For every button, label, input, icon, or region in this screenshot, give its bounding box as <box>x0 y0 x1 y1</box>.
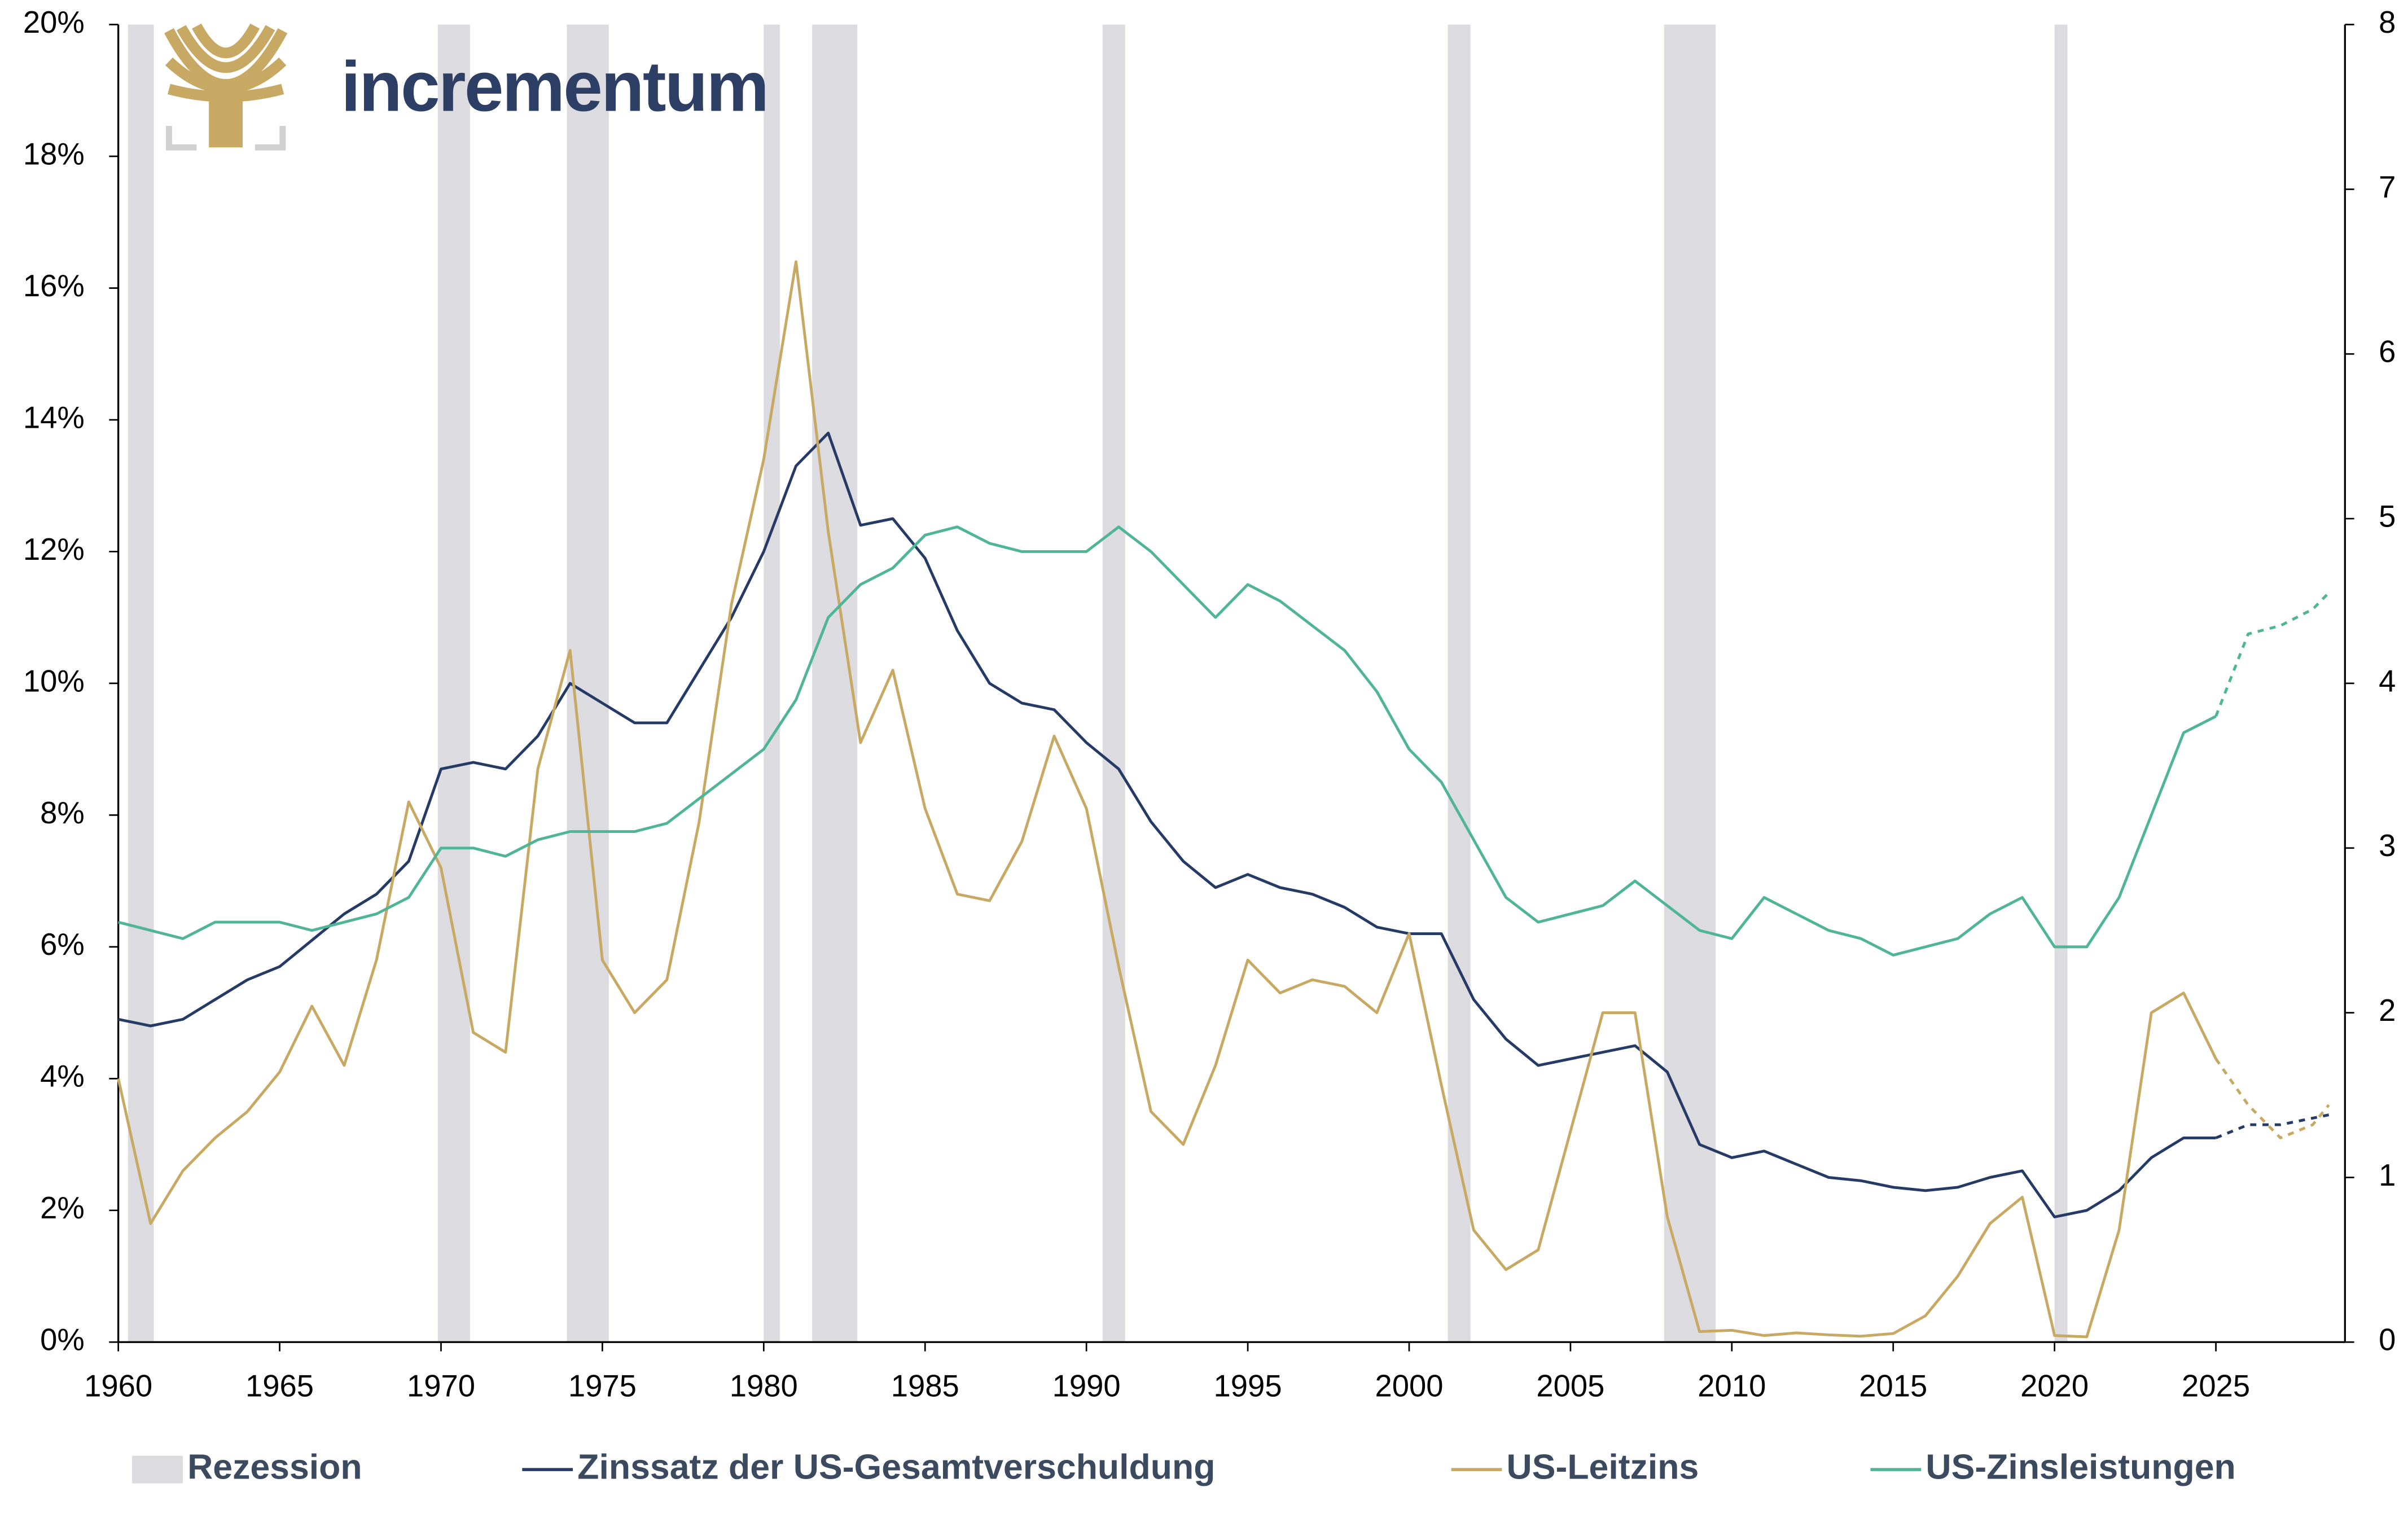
logo-frame <box>165 126 286 151</box>
x-tick-label: 1995 <box>1214 1368 1282 1403</box>
x-tick-label: 1960 <box>84 1368 152 1403</box>
y2-tick-label: 7 <box>2379 170 2396 204</box>
logo-text: incrementum <box>341 47 767 126</box>
x-tick-label: 1970 <box>407 1368 475 1403</box>
y2-tick-label: 5 <box>2379 499 2396 533</box>
y2-tick-label: 6 <box>2379 335 2396 369</box>
x-tick-label: 2000 <box>1375 1368 1443 1403</box>
x-tick-label: 1975 <box>568 1368 637 1403</box>
y-tick-label: 14% <box>23 400 85 435</box>
logo: incrementum <box>164 23 769 151</box>
x-tick-label: 2005 <box>1536 1368 1604 1403</box>
recession-band <box>128 24 154 1343</box>
y2-tick-label: 2 <box>2379 993 2396 1028</box>
recession-band <box>812 24 858 1343</box>
legend-label: Zinssatz der US-Gesamtverschuldung <box>577 1447 1215 1487</box>
recession-band <box>1448 24 1471 1343</box>
legend-label: US-Zinsleistungen <box>1925 1447 2235 1487</box>
y-tick-label: 10% <box>23 664 85 698</box>
plot-layer: 0% 2% 4% 6% 8% 10% 12% 14% 16% 18% 20% 0 1 2 3 4 5 6 7 8 196… <box>23 5 2396 1487</box>
y2-tick-label: 4 <box>2379 664 2396 698</box>
y2-tick-label: 8 <box>2379 5 2396 40</box>
legend-label: US-Leitzins <box>1507 1447 1699 1487</box>
logo-branches <box>164 23 288 102</box>
series-line <box>117 260 2217 1339</box>
y-tick-label: 16% <box>23 269 85 303</box>
y-tick-label: 4% <box>40 1059 85 1094</box>
forecast-line <box>2214 1058 2330 1139</box>
series-line <box>118 525 2217 957</box>
y2-tick-label: 3 <box>2379 828 2396 863</box>
y-tick-label: 2% <box>40 1191 85 1225</box>
y-tick-label: 8% <box>40 796 85 830</box>
recession-band <box>437 24 470 1343</box>
forecast-line <box>2214 591 2330 717</box>
y-tick-label: 6% <box>40 927 85 962</box>
y2-tick-label: 0 <box>2379 1323 2396 1357</box>
x-tick-label: 2015 <box>1859 1368 1927 1403</box>
x-tick-label: 1990 <box>1052 1368 1121 1403</box>
x-tick-label: 2010 <box>1698 1368 1766 1403</box>
series-line <box>118 431 2216 1218</box>
recession-layer <box>128 24 2068 1343</box>
y2-tick-label: 1 <box>2379 1158 2396 1192</box>
x-tick-label: 2025 <box>2182 1368 2250 1403</box>
x-tick-label: 1980 <box>730 1368 798 1403</box>
y-tick-label: 0% <box>40 1323 85 1357</box>
x-tick-label: 1965 <box>245 1368 314 1403</box>
x-tick-label: 2020 <box>2020 1368 2089 1403</box>
recession-band <box>1102 24 1125 1343</box>
y-tick-label: 20% <box>23 5 85 40</box>
legend-label: Rezession <box>187 1447 362 1487</box>
y-tick-label: 18% <box>23 137 85 171</box>
y-tick-label: 12% <box>23 532 85 567</box>
legend-swatch <box>132 1455 183 1484</box>
forecast-line <box>2215 1113 2330 1139</box>
recession-band <box>1664 24 1716 1343</box>
recession-band <box>2054 24 2068 1343</box>
recession-band <box>764 24 780 1343</box>
x-tick-label: 1985 <box>891 1368 959 1403</box>
